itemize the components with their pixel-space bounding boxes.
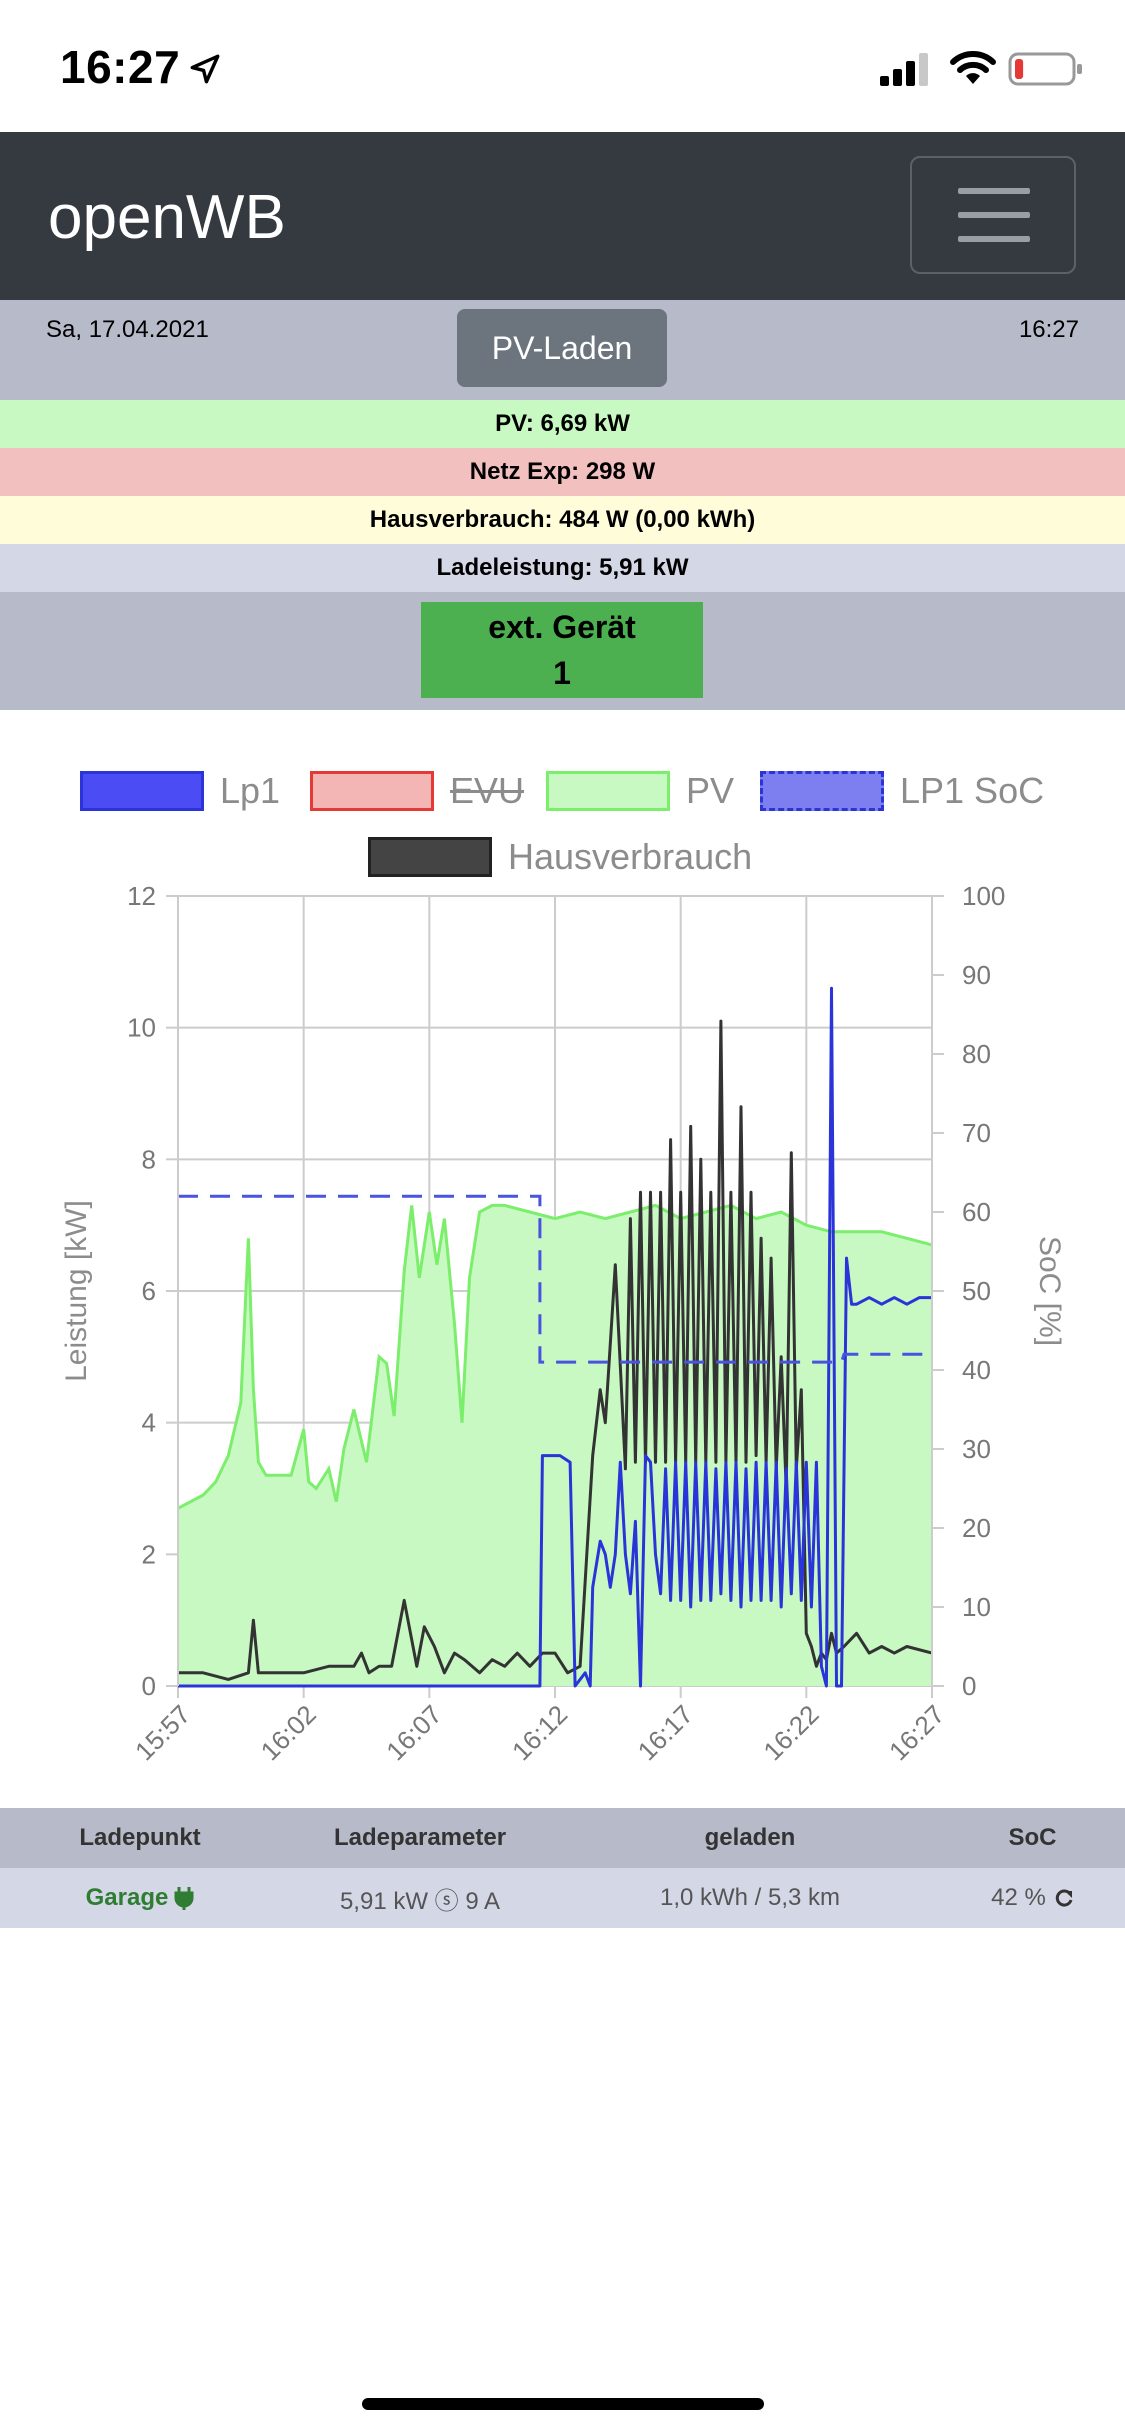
x-tick-label: 15:57 [129,1699,196,1766]
location-arrow-icon [190,54,220,84]
y-left-tick-label: 10 [127,1013,156,1043]
charge-point-garage[interactable]: Garage [0,1868,280,1928]
ext-device-name: ext. Gerät [488,609,636,645]
x-tick-label: 16:22 [757,1699,824,1766]
y-left-tick-label: 2 [142,1539,156,1569]
soc-cell: 42 % [940,1868,1125,1928]
plug-icon [174,1887,194,1910]
hamburger-icon [958,188,1030,194]
y-right-tick-label: 70 [962,1118,991,1148]
ios-status-bar: 16:27 [0,0,1125,132]
mode-header: Sa, 17.04.2021 PV-Laden 16:27 [0,300,1125,400]
y-right-tick-label: 60 [962,1197,991,1227]
y-right-tick-label: 10 [962,1592,991,1622]
x-tick-label: 16:17 [632,1699,699,1766]
series-hausverbrauch-line [178,1019,933,1681]
x-tick-label: 16:12 [506,1699,573,1766]
legend-swatch-lp1-soc [760,771,884,811]
x-tick-label: 16:27 [883,1699,950,1766]
y-right-tick-label: 100 [962,881,1005,911]
soc-value: 42 % [991,1884,1046,1911]
y-right-tick-label: 50 [962,1276,991,1306]
grid-export-row: Netz Exp: 298 W [0,448,1125,496]
hamburger-icon-bar [958,236,1030,242]
y-right-tick-label: 90 [962,960,991,990]
battery-low-icon [1008,52,1082,86]
legend-item-pv[interactable]: PV [546,770,734,812]
y-left-tick-label: 8 [142,1144,156,1174]
charge-point-table: Ladepunkt Ladeparameter geladen SoC Gara… [0,1808,1125,1928]
chart-plot: 0 2 4 6 8 10 12 0 10 20 30 40 50 60 70 80 90 100 15:57 16:0… [60,881,1066,1766]
hamburger-menu-button[interactable] [910,156,1076,274]
table-header: Ladepunkt Ladeparameter geladen SoC [0,1808,1125,1868]
status-time: 16:27 [60,41,181,93]
ext-device-number: 1 [553,655,571,691]
y-left-tick-label: 0 [142,1671,156,1701]
col-header-geladen: geladen [704,1824,796,1851]
pv-power-row: PV: 6,69 kW [0,400,1125,448]
y-left-tick-label: 6 [142,1276,156,1306]
legend-label-pv: PV [686,770,735,811]
charged-amount: 1,0 kWh / 5,3 km [659,1884,841,1911]
table-row: Garage 5,91 kW ⓢ 9 A 1,0 kWh / 5,3 km 42… [0,1868,1125,1928]
legend-label-lp1-soc: LP1 SoC [900,770,1045,811]
y-right-axis-title: SoC [%] [1033,1236,1066,1346]
legend-item-hausverbrauch[interactable]: Hausverbrauch [368,836,752,878]
col-header-soc: SoC [1008,1824,1057,1851]
y-right-tick-label: 40 [962,1355,991,1385]
legend-label-hausverbrauch: Hausverbrauch [508,836,753,877]
chart-legend: Lp1 EVU PV LP1 SoC Hausverbrauch [0,762,1125,902]
power-chart: Lp1 EVU PV LP1 SoC Hausverbrauch 0 2 4 6 8 10… [0,710,1125,1810]
y-right-tick-label: 20 [962,1513,991,1543]
legend-item-lp1-soc[interactable]: LP1 SoC [760,770,1044,812]
ext-device-button[interactable]: ext. Gerät 1 [421,602,703,698]
legend-swatch-lp1 [80,771,204,811]
legend-swatch-pv [546,771,670,811]
col-header-ladepunkt: Ladepunkt [79,1824,201,1851]
y-left-tick-label: 4 [142,1408,156,1438]
wifi-icon [950,51,996,84]
y-right-tick-label: 30 [962,1434,991,1464]
col-header-ladeparameter: Ladeparameter [333,1824,507,1851]
header-time: 16:27 [1018,316,1079,343]
y-right-tick-label: 0 [962,1671,976,1701]
charge-parameters: 5,91 kW ⓢ 9 A [339,1887,501,1915]
charge-point-name: Garage [85,1884,169,1911]
legend-label-evu: EVU [450,770,525,811]
legend-label-lp1: Lp1 [220,770,281,811]
legend-swatch-hausverbrauch [368,837,492,877]
charging-power-row: Ladeleistung: 5,91 kW [0,544,1125,592]
legend-swatch-evu [310,771,434,811]
legend-item-lp1[interactable]: Lp1 [80,770,280,812]
header-date: Sa, 17.04.2021 [46,316,209,343]
hamburger-icon-bar [958,212,1030,218]
cellular-signal-icon [880,53,928,86]
x-tick-label: 16:02 [255,1699,322,1766]
refresh-icon[interactable] [1054,1888,1074,1908]
y-right-tick-label: 80 [962,1039,991,1069]
y-left-axis-title: Leistung [kW] [60,1200,93,1382]
y-left-tick-label: 12 [127,881,156,911]
home-indicator [362,2398,764,2410]
ext-device-area: ext. Gerät 1 [0,592,1125,710]
series-lp1-soc-line [178,1194,932,1364]
navbar: openWB [0,132,1125,300]
brand-logo-text[interactable]: openWB [48,183,286,252]
series-lp1-line [178,986,932,1688]
house-consumption-row: Hausverbrauch: 484 W (0,00 kWh) [0,496,1125,544]
legend-item-evu[interactable]: EVU [310,770,524,812]
charge-mode-button[interactable]: PV-Laden [457,309,667,387]
x-tick-label: 16:07 [380,1699,447,1766]
